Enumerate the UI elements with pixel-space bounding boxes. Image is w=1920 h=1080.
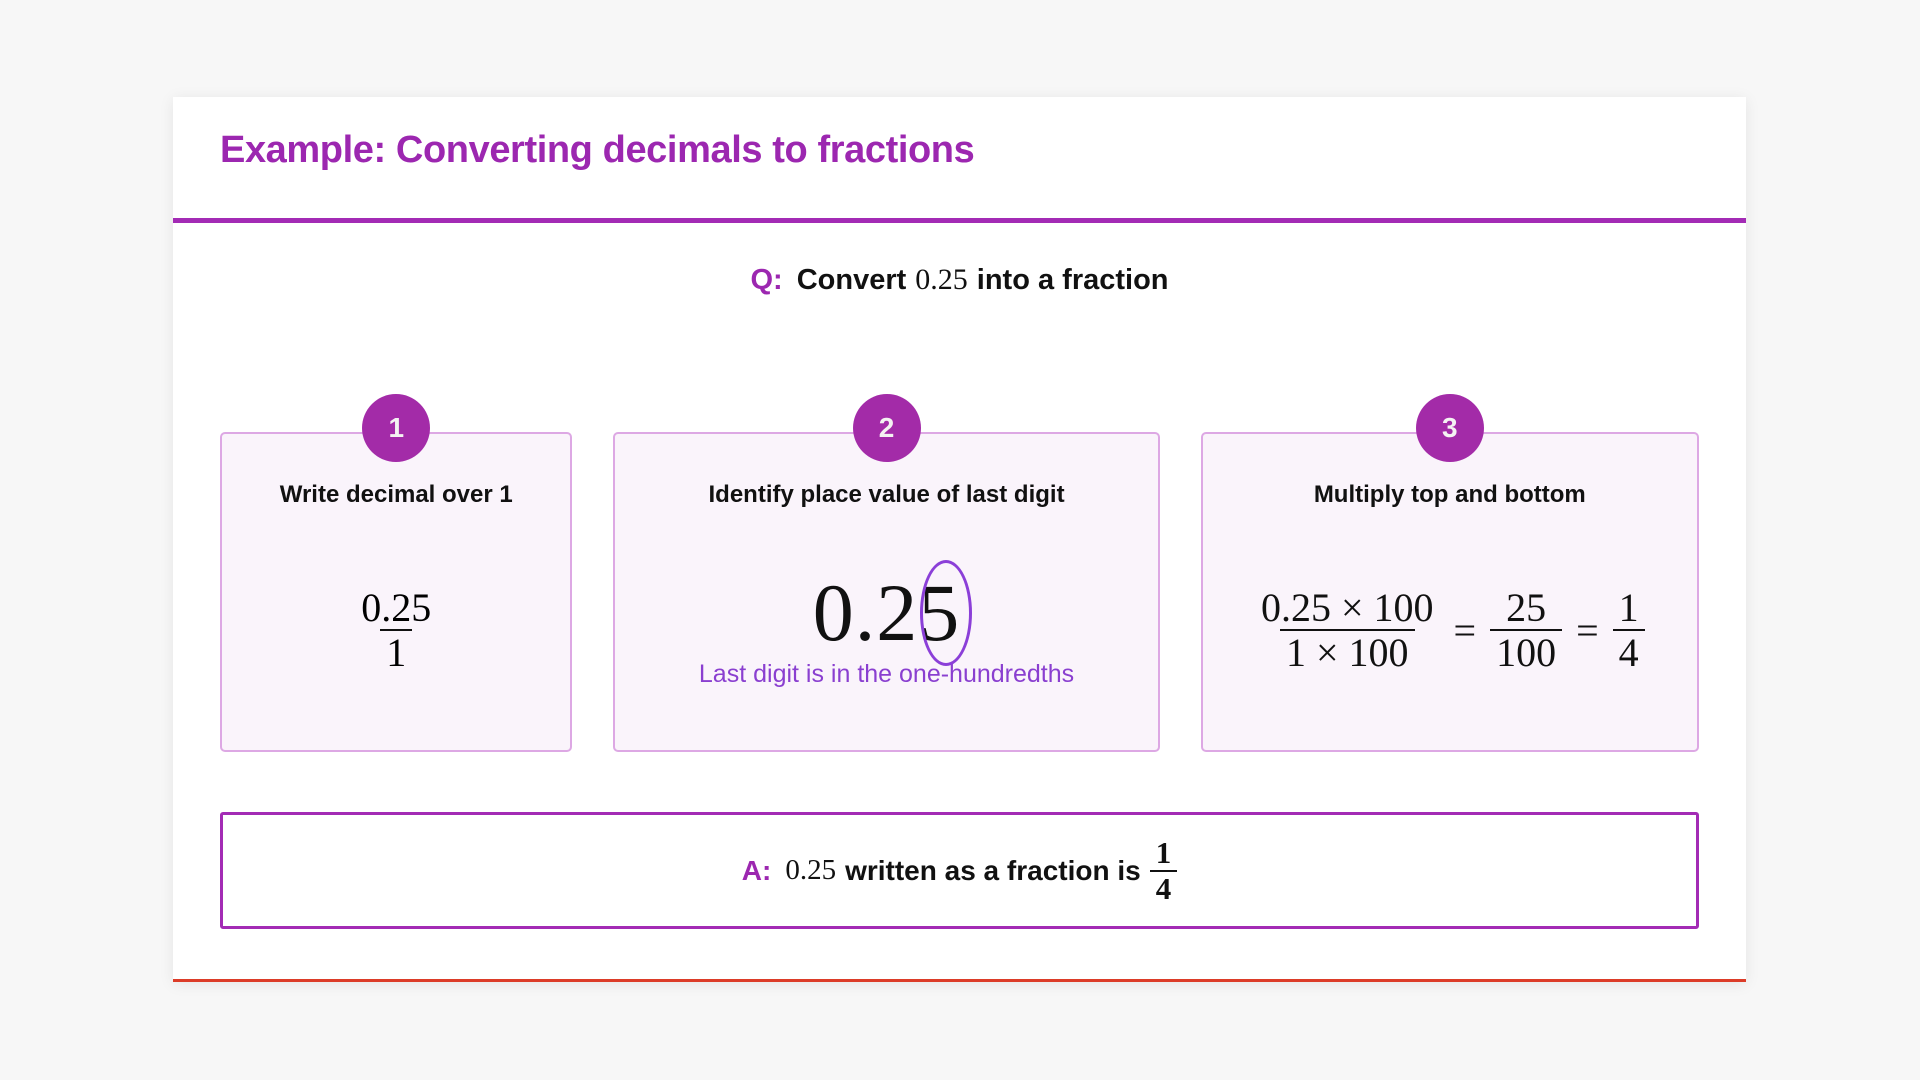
step-body-2: 0.25 Last digit is in the one-hundredths xyxy=(615,510,1157,750)
answer-fraction-numerator: 1 xyxy=(1155,835,1172,871)
step-card-3: 3 Multiply top and bottom 0.25 × 100 1 ×… xyxy=(1200,394,1700,752)
step-3-expression: 0.25 × 100 1 × 100 = 25 100 = 1 4 xyxy=(1255,586,1645,674)
step-badge-2: 2 xyxy=(852,394,921,462)
answer-text: 0.25 written as a fraction is 1 4 xyxy=(785,835,1178,905)
question-suffix: into a fraction xyxy=(976,264,1169,296)
step-3-term-1: 0.25 × 100 1 × 100 xyxy=(1255,584,1440,675)
step-3-term-2-numerator: 25 xyxy=(1506,584,1547,630)
step-title-1: Write decimal over 1 xyxy=(279,481,513,508)
question-text: Convert 0.25 into a fraction xyxy=(797,263,1169,297)
step-2-decimal: 0.25 xyxy=(813,559,973,666)
step-3-term-3-numerator: 1 xyxy=(1618,584,1639,630)
question-prefix: Convert xyxy=(796,264,907,296)
step-title-3: Multiply top and bottom xyxy=(1313,481,1586,508)
bottom-rule xyxy=(173,979,1746,982)
step-3-equals-2: = xyxy=(1576,607,1599,653)
answer-value: 0.25 xyxy=(785,854,837,886)
answer-label: written as a fraction is xyxy=(845,854,1141,886)
answer-box: A: 0.25 written as a fraction is 1 4 xyxy=(220,812,1699,929)
page-title: Example: Converting decimals to fraction… xyxy=(220,129,975,171)
step-1-fraction-numerator: 0.25 xyxy=(361,584,432,630)
step-2-decimal-prefix: 0.2 xyxy=(812,566,919,658)
step-1-fraction-denominator: 1 xyxy=(380,629,413,674)
answer-tag: A: xyxy=(741,854,772,886)
step-2-highlighted-digit: 5 xyxy=(918,566,961,658)
step-3-term-1-denominator: 1 × 100 xyxy=(1279,629,1415,674)
step-badge-1: 1 xyxy=(362,394,431,462)
step-3-term-2: 25 100 xyxy=(1490,584,1563,674)
step-3-term-2-denominator: 100 xyxy=(1490,629,1563,674)
steps-row: 1 Write decimal over 1 0.25 1 2 Identify… xyxy=(220,394,1700,752)
answer-fraction: 1 4 xyxy=(1149,835,1178,905)
question-row: Q: Convert 0.25 into a fraction xyxy=(173,263,1746,297)
step-3-term-1-numerator: 0.25 × 100 xyxy=(1260,584,1434,630)
step-card-1: 1 Write decimal over 1 0.25 1 xyxy=(220,394,573,752)
step-3-term-3-denominator: 4 xyxy=(1612,629,1645,674)
step-body-3: 0.25 × 100 1 × 100 = 25 100 = 1 4 xyxy=(1203,510,1697,750)
question-tag: Q: xyxy=(750,264,783,296)
step-badge-3: 3 xyxy=(1415,394,1484,462)
header-divider xyxy=(173,218,1746,223)
step-title-2: Identify place value of last digit xyxy=(708,481,1065,508)
answer-fraction-denominator: 4 xyxy=(1149,869,1178,905)
question-value: 0.25 xyxy=(915,263,968,296)
step-card-2: 2 Identify place value of last digit 0.2… xyxy=(613,394,1160,752)
step-3-equals-1: = xyxy=(1453,607,1477,653)
step-2-caption: Last digit is in the one-hundredths xyxy=(698,659,1075,688)
step-3-term-3: 1 4 xyxy=(1612,584,1645,674)
step-body-1: 0.25 1 xyxy=(222,510,570,750)
step-1-fraction: 0.25 1 xyxy=(355,584,437,675)
lesson-card: Example: Converting decimals to fraction… xyxy=(173,97,1746,982)
